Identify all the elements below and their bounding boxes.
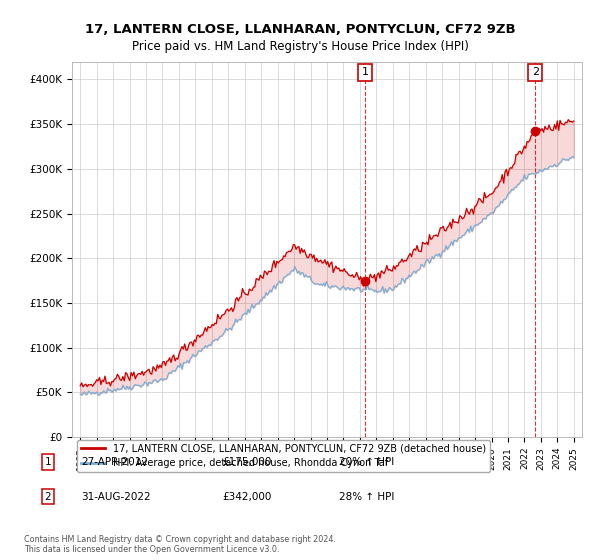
Text: 1: 1 [44,457,52,467]
Text: £175,000: £175,000 [222,457,271,467]
Text: 28% ↑ HPI: 28% ↑ HPI [339,492,394,502]
Text: 31-AUG-2022: 31-AUG-2022 [81,492,151,502]
Legend: 17, LANTERN CLOSE, LLANHARAN, PONTYCLUN, CF72 9ZB (detached house), HPI: Average: 17, LANTERN CLOSE, LLANHARAN, PONTYCLUN,… [77,440,490,472]
Text: 2: 2 [532,67,539,77]
Text: £342,000: £342,000 [222,492,271,502]
Text: Price paid vs. HM Land Registry's House Price Index (HPI): Price paid vs. HM Land Registry's House … [131,40,469,53]
Text: 2: 2 [44,492,52,502]
Text: 20% ↑ HPI: 20% ↑ HPI [339,457,394,467]
Text: 27-APR-2012: 27-APR-2012 [81,457,148,467]
Text: 1: 1 [362,67,368,77]
Text: 17, LANTERN CLOSE, LLANHARAN, PONTYCLUN, CF72 9ZB: 17, LANTERN CLOSE, LLANHARAN, PONTYCLUN,… [85,24,515,36]
Text: Contains HM Land Registry data © Crown copyright and database right 2024.
This d: Contains HM Land Registry data © Crown c… [24,535,336,554]
